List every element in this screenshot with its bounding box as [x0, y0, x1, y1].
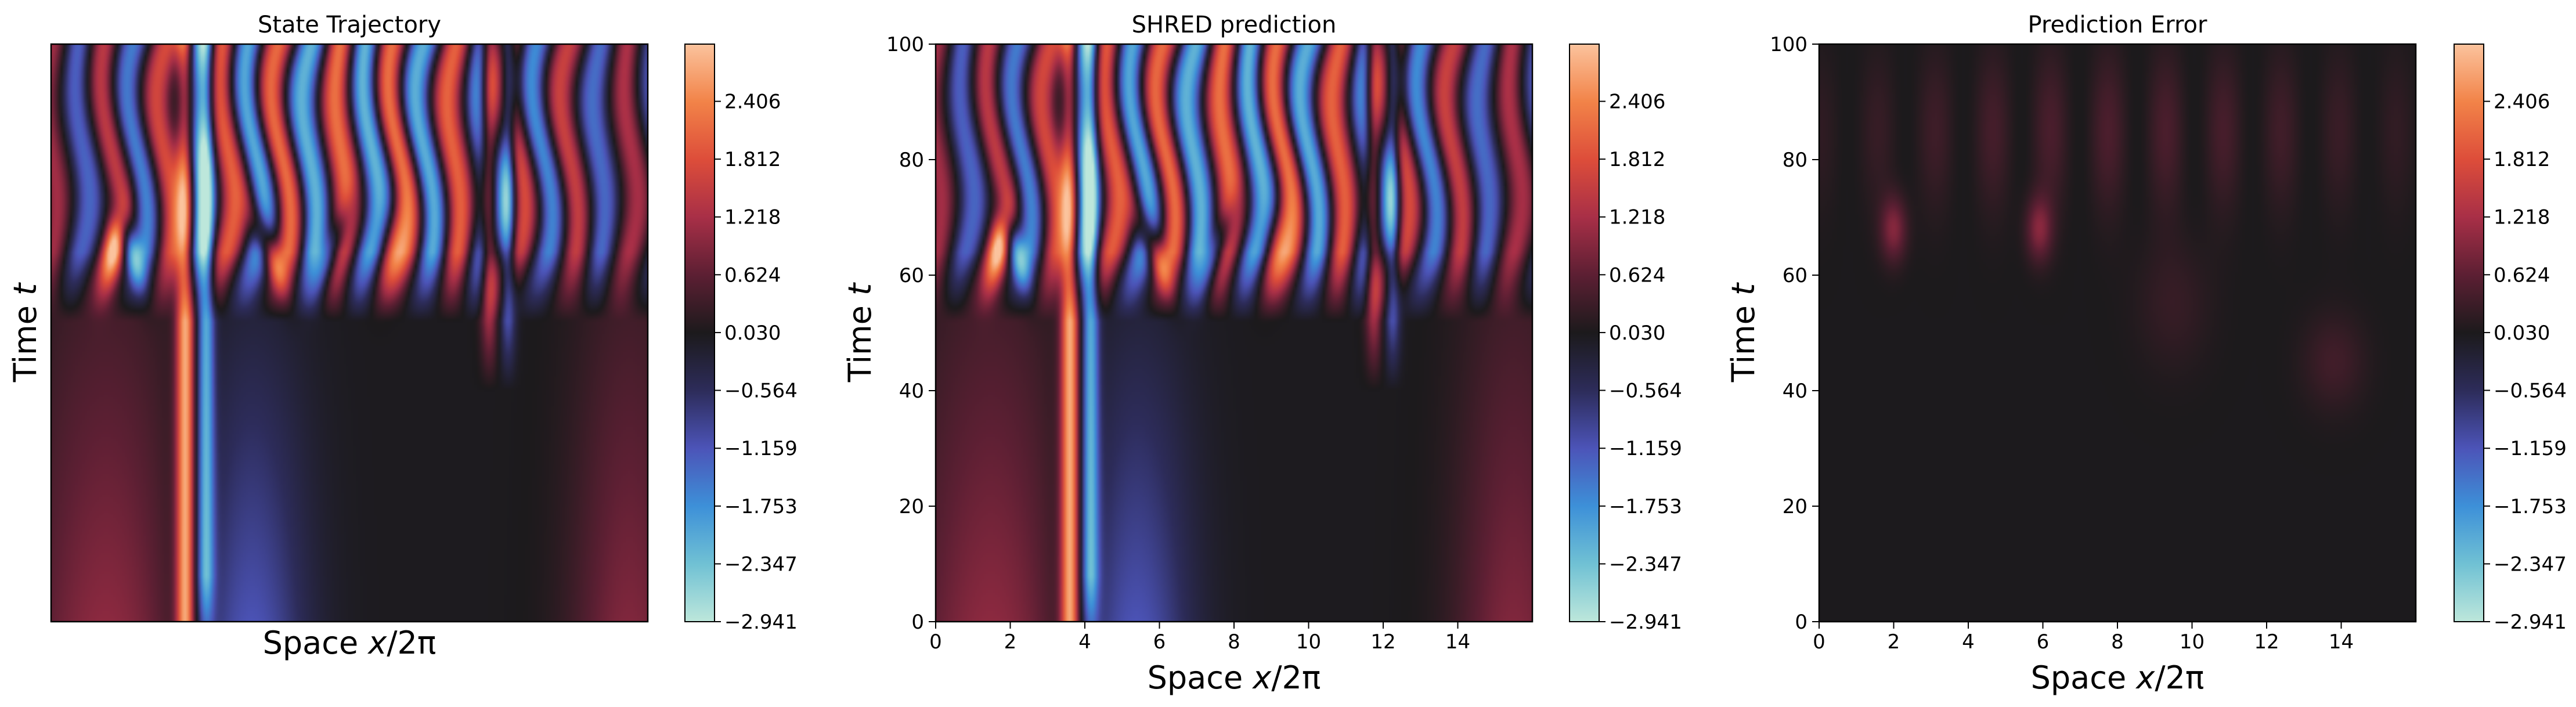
x-tick-label: 4 — [1962, 630, 1975, 654]
x-tick-label: 0 — [929, 630, 942, 654]
colorbar-tick-label: 0.624 — [2494, 264, 2550, 287]
colorbar-tick-label: 2.406 — [2494, 91, 2550, 114]
colorbar-tick-label: −2.941 — [1609, 611, 1682, 634]
y-axis-label: Time t — [842, 282, 878, 383]
panel-title: Prediction Error — [2028, 12, 2207, 38]
x-axis-label: Space x/2π — [263, 625, 436, 661]
colorbar-tick-label: 1.812 — [2494, 148, 2550, 171]
x-axis-label: Space x/2π — [1148, 659, 1321, 696]
colorbar: 2.406 1.812 1.218 0.624 0.030 −0.564 −1.159 −1.… — [684, 44, 798, 634]
colorbar-tick-label: 1.218 — [2494, 206, 2550, 229]
panel-prediction-error: Prediction Error 0 2 4 6 8 10 12 14 0 20 40 60 80 100… — [1725, 12, 2567, 696]
x-tick-label: 0 — [1813, 630, 1825, 654]
colorbar-tick-label: 1.218 — [724, 206, 781, 229]
y-tick-label: 100 — [1770, 33, 1807, 56]
colorbar-tick-label: 0.030 — [2494, 322, 2550, 345]
axis-ticks: 0 2 4 6 8 10 12 14 0 20 40 60 80 100 — [886, 33, 1470, 654]
y-tick-label: 60 — [1783, 264, 1807, 287]
y-tick-label: 40 — [899, 380, 924, 403]
colorbar-gradient — [684, 44, 715, 622]
x-tick-label: 6 — [2037, 630, 2050, 654]
colorbar: 2.406 1.812 1.218 0.624 0.030 −0.564 −1.159 −1.… — [2454, 44, 2567, 634]
colorbar-tick-label: −1.159 — [1609, 437, 1682, 460]
x-tick-label: 10 — [2180, 630, 2205, 654]
colorbar-ticks: 2.406 1.812 1.218 0.624 0.030 −0.564 −1.159 −1.… — [1599, 91, 1682, 634]
colorbar-tick-label: 1.812 — [1609, 148, 1665, 171]
x-tick-label: 2 — [1888, 630, 1900, 654]
colorbar-tick-label: −2.347 — [1609, 553, 1682, 576]
colorbar-tick-label: 1.812 — [724, 148, 781, 171]
colorbar-tick-label: 0.030 — [1609, 322, 1665, 345]
colorbar-tick-label: −1.159 — [2494, 437, 2567, 460]
colorbar-tick-label: 0.030 — [724, 322, 781, 345]
plot-frame — [50, 43, 649, 623]
y-tick-label: 0 — [911, 611, 924, 634]
heatmap-state-trajectory — [51, 44, 648, 622]
x-tick-label: 8 — [1228, 630, 1240, 654]
panel-state-trajectory: State Trajectory Space x/2π Time t 2.406… — [7, 12, 798, 661]
colorbar-ticks: 2.406 1.812 1.218 0.624 0.030 −0.564 −1.159 −1.… — [2484, 91, 2567, 634]
colorbar: 2.406 1.812 1.218 0.624 0.030 −0.564 −1.159 −1.… — [1569, 44, 1682, 634]
x-tick-label: 4 — [1078, 630, 1091, 654]
y-tick-label: 20 — [1783, 495, 1807, 518]
panel-title: SHRED prediction — [1132, 12, 1337, 38]
colorbar-tick-label: −0.564 — [724, 379, 798, 402]
colorbar-tick-label: 0.624 — [724, 264, 781, 287]
x-tick-label: 14 — [2329, 630, 2354, 654]
y-axis-label: Time t — [7, 282, 44, 383]
heatmap-prediction-error — [1819, 44, 2416, 622]
colorbar-ticks: 2.406 1.812 1.218 0.624 0.030 −0.564 −1.159 −1.… — [715, 91, 798, 634]
colorbar-tick-label: −2.347 — [724, 553, 798, 576]
colorbar-tick-label: −2.347 — [2494, 553, 2567, 576]
colorbar-tick-label: −2.941 — [724, 611, 798, 634]
colorbar-gradient — [2454, 44, 2484, 622]
heatmap-shred-prediction — [936, 44, 1532, 622]
x-tick-label: 12 — [1370, 630, 1395, 654]
y-tick-label: 80 — [1783, 149, 1807, 172]
colorbar-tick-label: −1.753 — [1609, 495, 1682, 518]
y-axis-label: Time t — [1725, 282, 1762, 383]
y-tick-label: 40 — [1783, 380, 1807, 403]
y-tick-label: 60 — [899, 264, 924, 287]
y-tick-label: 20 — [899, 495, 924, 518]
panel-title: State Trajectory — [258, 12, 441, 38]
colorbar-tick-label: −1.753 — [724, 495, 798, 518]
x-axis-label: Space x/2π — [2031, 659, 2205, 696]
colorbar-tick-label: 1.218 — [1609, 206, 1665, 229]
axis-ticks: 0 2 4 6 8 10 12 14 0 20 40 60 80 100 — [1770, 33, 2354, 654]
panel-shred-prediction: SHRED prediction 0 2 4 6 8 10 12 14 0 20 40 60 80 100… — [842, 12, 1682, 696]
colorbar-tick-label: 2.406 — [724, 91, 781, 114]
colorbar-tick-label: −1.159 — [724, 437, 798, 460]
y-tick-label: 80 — [899, 149, 924, 172]
colorbar-tick-label: 2.406 — [1609, 91, 1665, 114]
y-tick-label: 0 — [1795, 611, 1807, 634]
x-tick-label: 12 — [2254, 630, 2279, 654]
colorbar-tick-label: −2.941 — [2494, 611, 2567, 634]
x-tick-label: 14 — [1445, 630, 1470, 654]
x-tick-label: 6 — [1153, 630, 1166, 654]
x-tick-label: 8 — [2111, 630, 2124, 654]
x-tick-label: 2 — [1004, 630, 1017, 654]
colorbar-tick-label: −0.564 — [2494, 379, 2567, 402]
colorbar-tick-label: −1.753 — [2494, 495, 2567, 518]
colorbar-tick-label: 0.624 — [1609, 264, 1665, 287]
colorbar-tick-label: −0.564 — [1609, 379, 1682, 402]
y-tick-label: 100 — [886, 33, 924, 56]
colorbar-gradient — [1569, 44, 1600, 622]
x-tick-label: 10 — [1296, 630, 1321, 654]
